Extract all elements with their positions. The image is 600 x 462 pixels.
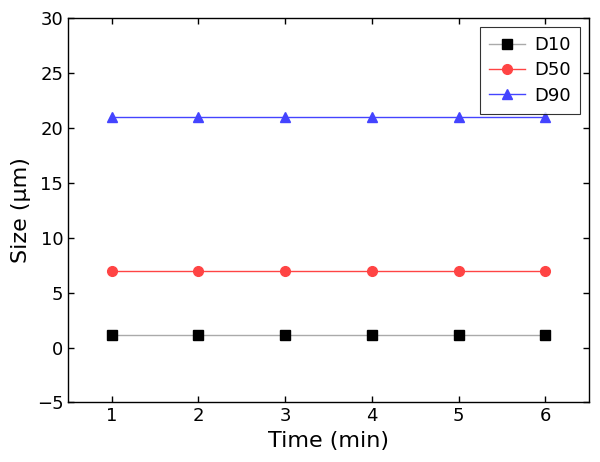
Legend: D10, D50, D90: D10, D50, D90 [480,27,580,114]
D10 [368,333,376,338]
D50 [542,268,549,274]
D90 [281,114,289,120]
Line: D10: D10 [107,331,550,340]
X-axis label: Time (min): Time (min) [268,431,389,451]
D90 [368,114,376,120]
D50 [281,268,289,274]
D90 [455,114,463,120]
D10 [195,333,202,338]
D10 [455,333,463,338]
Line: D90: D90 [107,112,550,122]
D50 [195,268,202,274]
D90 [542,114,549,120]
D90 [195,114,202,120]
D50 [108,268,115,274]
Line: D50: D50 [107,266,550,275]
D90 [108,114,115,120]
D50 [368,268,376,274]
D50 [455,268,463,274]
Y-axis label: Size (μm): Size (μm) [11,158,31,263]
D10 [542,333,549,338]
D10 [281,333,289,338]
D10 [108,333,115,338]
